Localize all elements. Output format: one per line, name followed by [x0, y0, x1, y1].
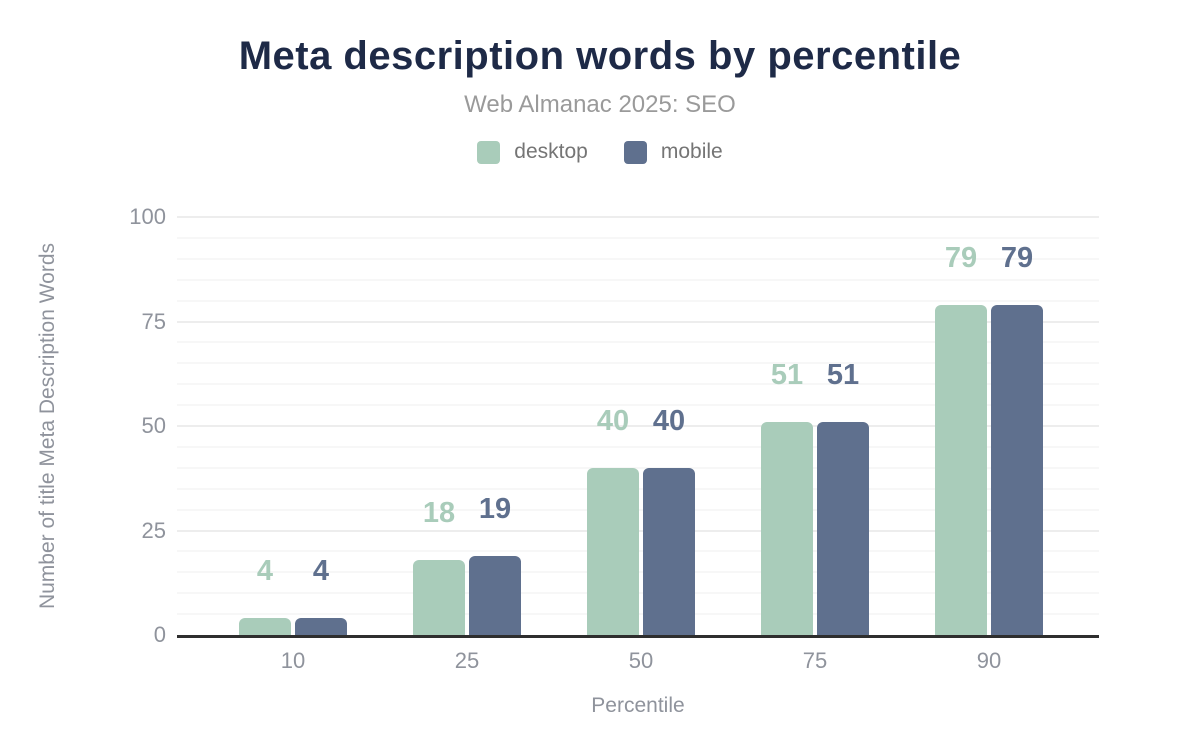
bar-mobile-p75 — [817, 421, 869, 635]
gridline-45 — [177, 445, 1099, 448]
gridline-60 — [177, 383, 1099, 386]
bar-mobile-p50 — [643, 467, 695, 635]
bar-desktop-p75 — [761, 421, 813, 635]
bar-value-mobile-p50: 40 — [652, 404, 686, 437]
bar-value-desktop-p25: 18 — [422, 496, 456, 529]
x-tick-75: 75 — [802, 648, 828, 673]
bar-value-desktop-p90: 79 — [944, 241, 978, 274]
bar-desktop-p10 — [239, 618, 291, 635]
gridline-55 — [177, 404, 1099, 407]
bar-value-desktop-p75: 51 — [770, 358, 804, 391]
gridline-85 — [177, 278, 1099, 281]
chart-subtitle: Web Almanac 2025: SEO — [464, 91, 736, 118]
legend-label-mobile: mobile — [660, 140, 723, 163]
y-tick-25: 25 — [141, 517, 166, 543]
legend-swatch-mobile — [623, 140, 647, 164]
gridline-50 — [177, 425, 1099, 427]
plot-area: 4 4 18 19 40 40 51 51 79 79 — [177, 216, 1099, 638]
x-tick-50: 50 — [628, 648, 654, 673]
gridline-100 — [177, 216, 1099, 218]
bar-value-mobile-p90: 79 — [1000, 241, 1034, 274]
bar-value-desktop-p50: 40 — [596, 404, 630, 437]
legend-label-desktop: desktop — [514, 140, 588, 163]
gridline-40 — [177, 466, 1099, 469]
x-axis-title: Percentile — [591, 694, 685, 717]
bar-mobile-p25 — [469, 555, 521, 635]
bar-value-mobile-p25: 19 — [478, 492, 512, 525]
x-tick-10: 10 — [280, 648, 306, 673]
bar-mobile-p10 — [295, 618, 347, 635]
chart-title: Meta description words by percentile — [238, 34, 962, 78]
bar-desktop-p25 — [413, 559, 465, 635]
gridline-90 — [177, 257, 1099, 260]
x-tick-90: 90 — [976, 648, 1002, 673]
bar-mobile-p90 — [991, 304, 1043, 635]
bar-desktop-p50 — [587, 467, 639, 635]
y-tick-0: 0 — [153, 622, 166, 647]
gridline-65 — [177, 362, 1099, 365]
legend: desktop mobile — [0, 140, 1200, 164]
legend-swatch-desktop — [477, 140, 501, 164]
gridline-80 — [177, 299, 1099, 302]
bar-value-mobile-p75: 51 — [826, 358, 860, 391]
x-tick-25: 25 — [454, 648, 480, 673]
y-tick-100: 100 — [129, 204, 166, 229]
y-tick-50: 50 — [141, 413, 166, 438]
gridline-75 — [177, 320, 1099, 323]
bar-desktop-p90 — [935, 304, 987, 635]
y-tick-75: 75 — [141, 308, 166, 334]
legend-item-mobile: mobile — [623, 140, 723, 164]
gridline-95 — [177, 236, 1099, 239]
bar-value-mobile-p10: 4 — [312, 555, 330, 588]
gridline-70 — [177, 341, 1099, 344]
bar-value-desktop-p10: 4 — [256, 555, 274, 588]
legend-item-desktop: desktop — [477, 140, 588, 164]
